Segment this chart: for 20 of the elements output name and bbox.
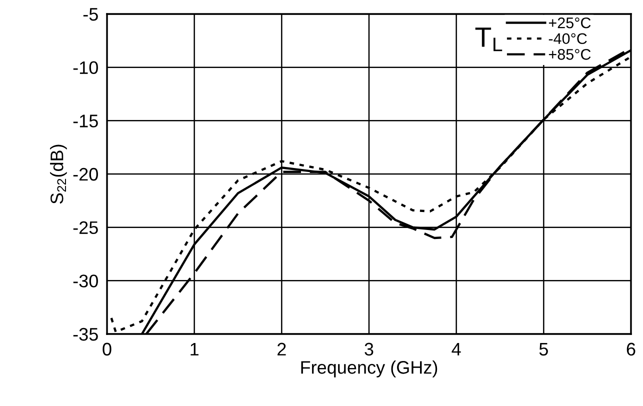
y-tick-label: -10 — [73, 61, 98, 74]
y-tick-label: -15 — [73, 114, 98, 128]
y-tick-label: -35 — [73, 328, 98, 341]
legend-title: T$_{L}$ — [475, 28, 502, 52]
x-axis-title: Frequency (GHz) — [301, 360, 438, 378]
x-tick-label: 3 — [364, 342, 374, 356]
x-tick-label: 0 — [102, 342, 112, 356]
x-tick-label: 2 — [278, 342, 286, 356]
legend-label: +85°C — [548, 49, 591, 60]
x-tick-label: 5 — [539, 342, 548, 356]
y-tick-label: -30 — [73, 274, 98, 288]
x-tick-label: 6 — [626, 342, 636, 356]
x-tick-label: 4 — [452, 342, 461, 356]
y-axis-title: S$_{22}$(dB) — [50, 144, 67, 204]
x-tick-label: 1 — [190, 342, 198, 356]
legend-label: +25°C — [548, 17, 591, 28]
y-tick-label: -25 — [73, 221, 98, 234]
y-tick-label: -5 — [83, 8, 98, 21]
legend-label: -40°C — [548, 33, 587, 44]
y-tick-label: -20 — [73, 168, 98, 181]
